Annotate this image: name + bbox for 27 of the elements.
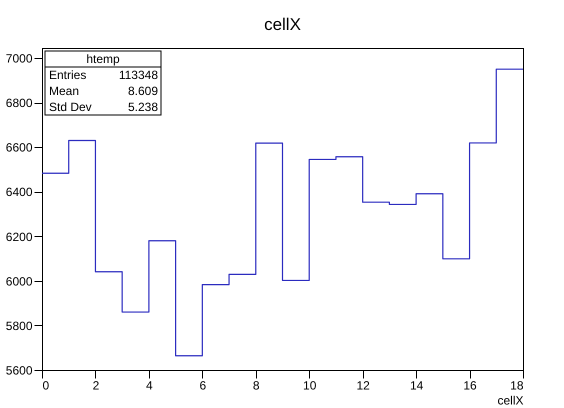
annotation: 8.609 xyxy=(128,84,158,98)
y-tick-label: 7000 xyxy=(6,52,33,66)
y-tick-label: 5600 xyxy=(6,364,33,378)
annotation: Std Dev xyxy=(49,100,92,114)
annotation: Entries xyxy=(49,68,86,82)
x-tick-label: 16 xyxy=(463,378,478,392)
annotation: Mean xyxy=(49,84,80,98)
y-tick-label: 5800 xyxy=(6,318,33,333)
x-axis-title: cellX xyxy=(497,394,524,408)
annotation: htemp xyxy=(86,52,120,66)
y-tick-label: 6000 xyxy=(6,274,33,288)
x-tick-label: 10 xyxy=(303,378,317,392)
y-tick-label: 6600 xyxy=(6,140,33,155)
y-tick-label: 6800 xyxy=(6,96,33,110)
y-tick-label: 6200 xyxy=(6,230,33,244)
annotation: 5.238 xyxy=(128,100,158,114)
chart-title: cellX xyxy=(264,15,301,34)
x-tick-label: 0 xyxy=(42,378,50,392)
x-tick-label: 6 xyxy=(199,378,206,392)
x-tick-label: 4 xyxy=(146,378,154,392)
y-tick-label: 6400 xyxy=(6,185,33,200)
x-tick-label: 18 xyxy=(510,378,524,392)
x-tick-label: 2 xyxy=(92,378,100,392)
x-tick-label: 8 xyxy=(252,378,260,392)
annotation: 113348 xyxy=(118,68,158,82)
x-tick-label: 12 xyxy=(356,378,370,392)
x-tick-label: 14 xyxy=(410,378,424,392)
